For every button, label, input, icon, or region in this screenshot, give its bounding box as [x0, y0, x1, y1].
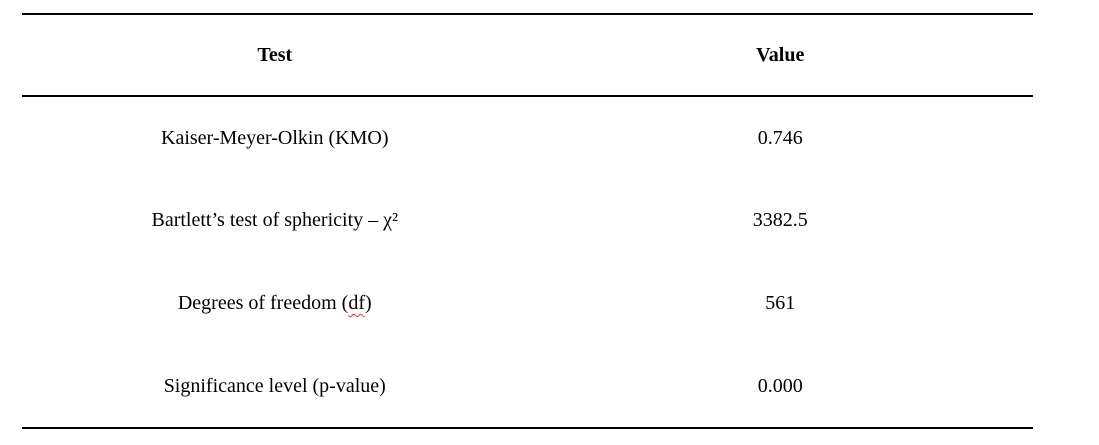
table-header-row: Test Value — [22, 14, 1033, 96]
table-row: Kaiser-Meyer-Olkin (KMO) 0.746 — [22, 96, 1033, 179]
table-body: Kaiser-Meyer-Olkin (KMO) 0.746 Bartlett’… — [22, 96, 1033, 428]
value-cell: 561 — [765, 292, 796, 314]
value-cell: 0.746 — [757, 126, 803, 149]
value-cell: 3382.5 — [752, 209, 808, 231]
spellcheck-word: df — [348, 292, 365, 314]
test-cell: Degrees of freedom (df) — [22, 262, 528, 345]
table-row: Significance level (p-value) 0.000 — [22, 345, 1033, 428]
column-header-test: Test — [257, 43, 293, 66]
test-cell: Significance level (p-value) — [163, 374, 386, 397]
value-cell: 0.000 — [757, 374, 803, 397]
table-head: Test Value — [22, 14, 1033, 96]
table-row: Bartlett’s test of sphericity – χ² 3382.… — [22, 179, 1033, 262]
table-row: Degrees of freedom (df) 561 — [22, 262, 1033, 345]
test-cell: Bartlett’s test of sphericity – χ² — [151, 209, 399, 231]
test-label-prefix: Degrees of freedom ( — [177, 292, 349, 314]
test-label-suffix: ) — [364, 292, 372, 314]
test-cell: Kaiser-Meyer-Olkin (KMO) — [161, 126, 389, 149]
kmo-bartlett-table: Test Value Kaiser-Meyer-Olkin (KMO) 0.74… — [22, 13, 1033, 429]
column-header-value: Value — [756, 43, 805, 66]
